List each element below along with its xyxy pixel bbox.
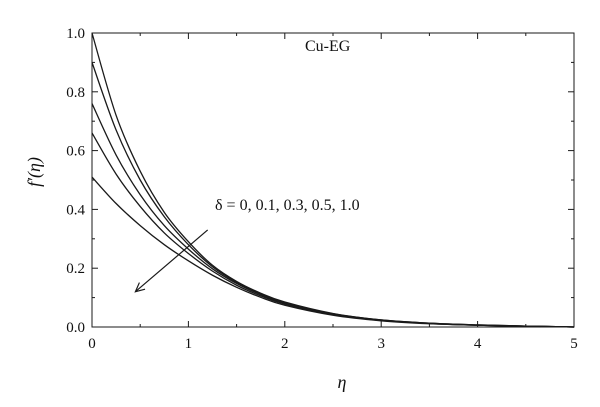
y-tick-label: 0.4 <box>66 202 85 218</box>
series-line-2 <box>91 62 575 328</box>
x-tick-label: 4 <box>474 336 482 352</box>
series-line-4 <box>91 132 575 328</box>
y-tick-label: 0.0 <box>66 320 85 336</box>
trend-arrow-head-icon <box>134 282 146 293</box>
x-tick-label: 0 <box>88 336 96 352</box>
series-line-3 <box>91 103 575 328</box>
y-axis-label: f′(η) <box>24 157 45 187</box>
plot-frame <box>91 32 575 328</box>
tick-labels: 0 1 2 3 4 5 0.0 0.2 0.4 0.6 0.8 1.0 <box>66 26 578 352</box>
series-line-5 <box>91 176 575 328</box>
x-tick-label: 1 <box>185 336 193 352</box>
y-tick-label: 0.8 <box>66 85 85 101</box>
series-layer <box>91 32 575 328</box>
parameter-annotation: δ = 0, 0.1, 0.3, 0.5, 1.0 <box>215 197 360 214</box>
arrow-layer <box>134 229 209 293</box>
x-tick-label: 3 <box>377 336 385 352</box>
plot-border <box>91 32 575 328</box>
y-tick-label: 1.0 <box>66 26 85 42</box>
y-tick-label: 0.6 <box>66 144 85 160</box>
x-tick-label: 2 <box>281 336 289 352</box>
axis-ticks <box>91 32 575 328</box>
series-line-1 <box>91 32 575 328</box>
trend-arrow-shaft <box>134 229 209 293</box>
x-tick-label: 5 <box>570 336 578 352</box>
x-axis-label: η <box>338 372 347 392</box>
y-tick-label: 0.2 <box>66 261 85 277</box>
fluid-annotation: Cu-EG <box>305 38 351 55</box>
